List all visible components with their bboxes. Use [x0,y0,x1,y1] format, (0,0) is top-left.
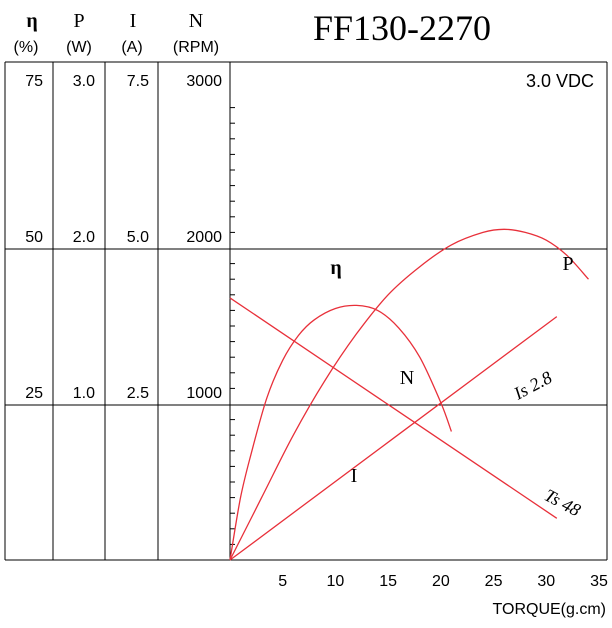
series-speed-line [229,297,558,519]
is-label: Is 2.8 [510,367,556,404]
x-tick-label-4: 25 [485,573,503,590]
scale-tick-eta-0: 25 [25,385,43,402]
header-unit-eta: (%) [14,39,39,56]
series-current-line [229,316,558,561]
chart-title: FF130-2270 [313,8,491,48]
header-unit-n: (RPM) [173,39,219,56]
series-efficiency-line [229,304,453,561]
x-axis-tick-labels: 5 10 15 20 25 30 35 [278,573,608,590]
scale-tick-n-2: 3000 [186,73,222,90]
scale-tick-eta-1: 50 [25,229,43,246]
scale-tick-p-0: 1.0 [73,385,95,402]
header-symbol-i: I [130,10,137,32]
p-curve-label: P [562,253,573,275]
y-axis-minor-ticks [230,107,235,545]
scale-tick-eta-2: 75 [25,73,43,90]
header-unit-i: (A) [121,39,142,56]
n-curve-label: N [400,367,414,389]
x-tick-label-3: 20 [432,573,450,590]
header-unit-p: (W) [66,39,92,56]
x-tick-label-2: 15 [379,573,397,590]
voltage-label: 3.0 VDC [526,71,594,91]
header-symbol-eta: η [26,10,37,32]
x-tick-label-1: 10 [327,573,345,590]
header-symbol-n: N [189,10,203,32]
eta-curve-label: η [330,257,341,279]
scale-tick-p-1: 2.0 [73,229,95,246]
x-tick-label-6: 35 [590,573,608,590]
scale-tick-n-0: 1000 [186,385,222,402]
scale-tick-i-0: 2.5 [127,385,149,402]
scale-tick-p-2: 3.0 [73,73,95,90]
scale-tick-i-1: 5.0 [127,229,149,246]
x-axis-title: TORQUE(g.cm) [493,601,606,618]
series-power-line [229,228,589,561]
header-symbol-p: P [73,10,84,32]
scale-tick-i-2: 7.5 [127,73,149,90]
i-curve-label: I [351,465,358,487]
scale-tick-n-1: 2000 [186,229,222,246]
scale-tick-labels: 25 50 75 1.0 2.0 3.0 2.5 5.0 7.5 1000 2000 3000 [25,73,222,402]
ts-label: Ts 48 [541,485,584,520]
x-tick-label-5: 30 [537,573,555,590]
series-group [229,228,589,561]
x-tick-label-0: 5 [278,573,287,590]
